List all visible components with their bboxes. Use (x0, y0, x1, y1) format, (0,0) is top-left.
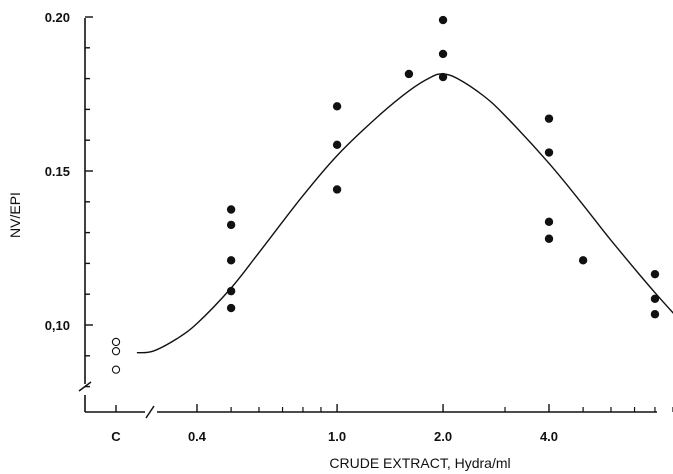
control-point (111, 337, 121, 347)
data-point (332, 140, 342, 150)
x-tick-label: 4.0 (540, 429, 558, 444)
x-axis-break-icon (145, 405, 155, 419)
x-ticks (115, 404, 673, 412)
x-tick-label: 0.4 (188, 429, 207, 444)
data-point (578, 256, 588, 265)
tick-labels: C 0.41.02.04.010200,100.150.20 (45, 10, 558, 444)
data-point (332, 185, 342, 194)
fitted-curve (136, 73, 673, 354)
data-point (650, 269, 660, 279)
data-point (226, 303, 236, 313)
data-point (650, 310, 660, 319)
data-point (404, 69, 414, 79)
x-tick-label-control: C (111, 429, 121, 444)
data-point (438, 15, 448, 25)
data-point (438, 72, 448, 82)
y-tick-label: 0.15 (45, 164, 70, 179)
data-point (544, 217, 554, 227)
y-axis-title: NV/EPI (7, 192, 23, 238)
data-point (226, 205, 236, 214)
data-point (544, 234, 554, 243)
x-axis-title: CRUDE EXTRACT, Hydra/ml (329, 455, 510, 471)
x-tick-label: 2.0 (434, 429, 452, 444)
data-point (544, 148, 554, 157)
data-point (438, 49, 448, 59)
x-tick-label: 1.0 (328, 429, 346, 444)
control-point (111, 347, 121, 356)
y-tick-label: 0,10 (45, 318, 70, 333)
control-points (111, 337, 121, 374)
data-point (332, 102, 342, 111)
data-point (226, 286, 236, 296)
axes (78, 18, 657, 419)
data-point (544, 114, 554, 123)
data-point (650, 294, 660, 304)
control-point (111, 365, 121, 374)
y-tick-label: 0.20 (45, 10, 70, 25)
data-point (226, 220, 236, 230)
data-points (226, 15, 660, 319)
y-ticks (85, 16, 93, 388)
data-point (226, 256, 236, 265)
